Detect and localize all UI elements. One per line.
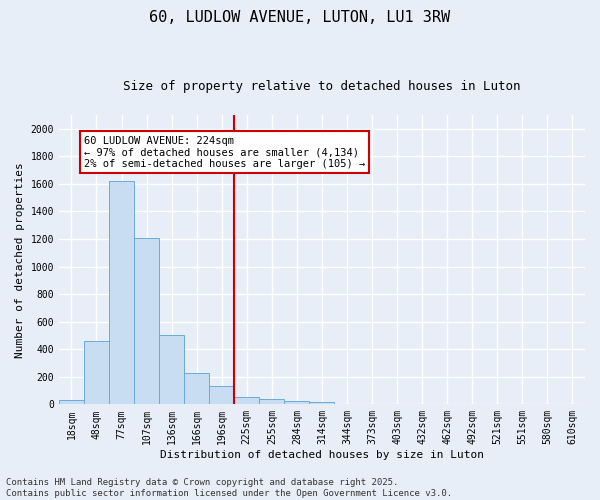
Bar xyxy=(209,386,234,404)
Bar xyxy=(184,374,209,404)
Bar xyxy=(109,181,134,404)
Text: Contains HM Land Registry data © Crown copyright and database right 2025.
Contai: Contains HM Land Registry data © Crown c… xyxy=(6,478,452,498)
Bar xyxy=(310,402,334,404)
Text: 60 LUDLOW AVENUE: 224sqm
← 97% of detached houses are smaller (4,134)
2% of semi: 60 LUDLOW AVENUE: 224sqm ← 97% of detach… xyxy=(84,136,365,169)
X-axis label: Distribution of detached houses by size in Luton: Distribution of detached houses by size … xyxy=(160,450,484,460)
Bar xyxy=(84,341,109,404)
Title: Size of property relative to detached houses in Luton: Size of property relative to detached ho… xyxy=(123,80,521,93)
Bar xyxy=(159,335,184,404)
Bar xyxy=(59,400,84,404)
Bar xyxy=(259,399,284,404)
Bar xyxy=(284,400,310,404)
Bar xyxy=(234,398,259,404)
Y-axis label: Number of detached properties: Number of detached properties xyxy=(15,162,25,358)
Text: 60, LUDLOW AVENUE, LUTON, LU1 3RW: 60, LUDLOW AVENUE, LUTON, LU1 3RW xyxy=(149,10,451,25)
Bar xyxy=(134,238,159,404)
